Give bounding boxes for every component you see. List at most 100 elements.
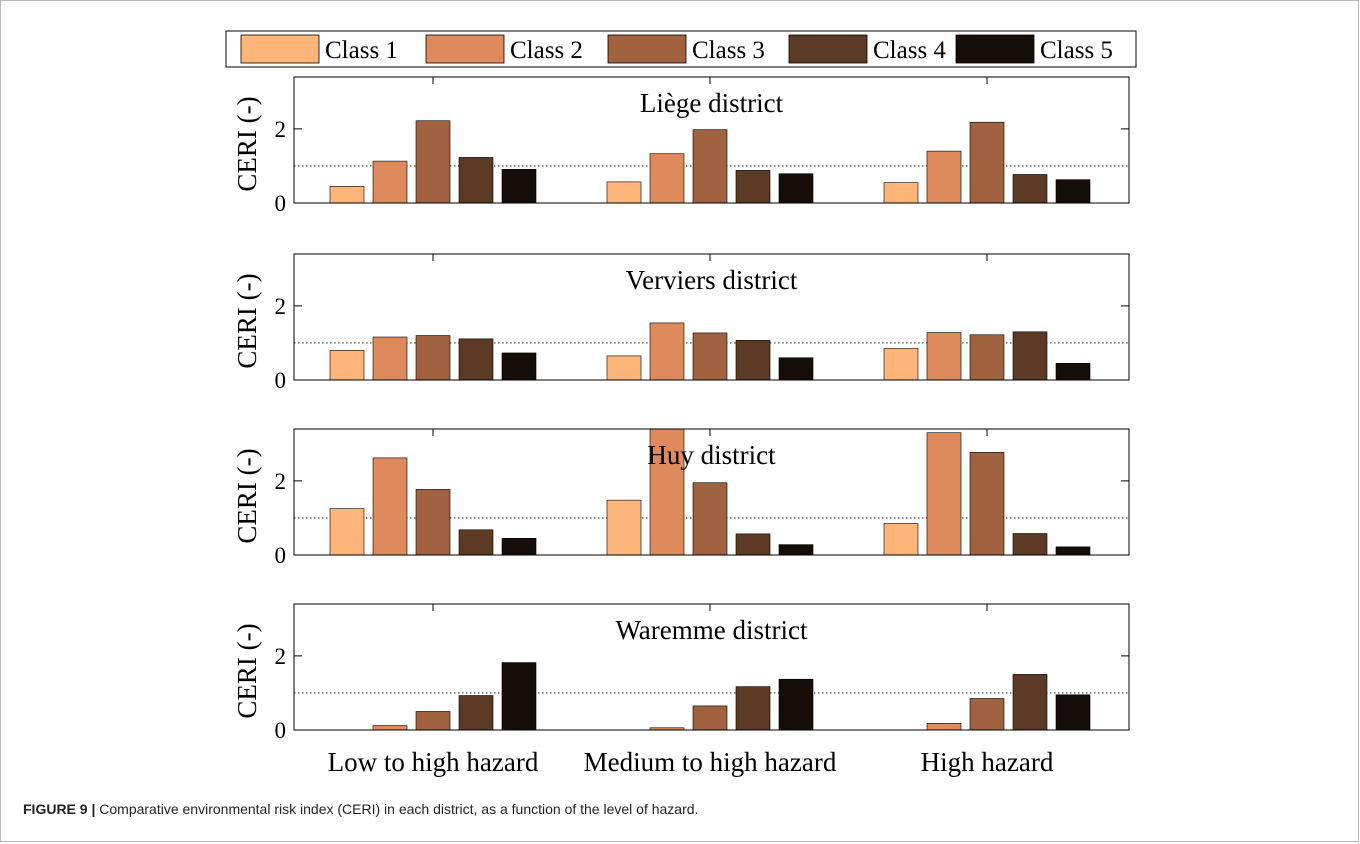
bar-1-class-2 [372, 457, 408, 556]
bar-2-class-2 [649, 428, 685, 556]
legend-swatch-3 [607, 34, 687, 64]
x-category-label-3: High hazard [921, 747, 1054, 777]
bar-1-class-5 [501, 662, 537, 731]
bar-1-class-5 [501, 352, 537, 381]
bar-1-class-3 [415, 335, 451, 381]
bar-3-class-2 [926, 432, 962, 556]
y-axis-label: CERI (-) [232, 623, 262, 718]
bar-3-class-4 [1012, 674, 1048, 731]
bar-3-class-2 [926, 150, 962, 204]
bar-2-class-2 [649, 153, 685, 204]
panels: 0 2 Liège district CERI (-) 0 2 Verviers distr… [232, 76, 1130, 743]
bar-1-class-1 [329, 508, 365, 556]
legend-label-1: Class 1 [325, 37, 398, 64]
bar-3-class-4 [1012, 174, 1048, 204]
legend-label-3: Class 3 [692, 37, 765, 64]
bar-3-class-5 [1055, 179, 1091, 204]
panel-title: Verviers district [626, 265, 798, 295]
bar-3-class-1 [883, 523, 919, 556]
legend-swatch-5 [955, 34, 1035, 64]
bar-1-class-3 [415, 120, 451, 204]
bar-1-class-2 [372, 160, 408, 204]
panel-title: Huy district [647, 440, 776, 470]
bar-3-class-4 [1012, 533, 1048, 556]
y-axis-label: CERI (-) [232, 273, 262, 368]
y-tick-label-2: 2 [275, 644, 287, 669]
bar-3-class-4 [1012, 331, 1048, 381]
y-axis-label: CERI (-) [232, 448, 262, 543]
y-tick-label-2: 2 [275, 294, 287, 319]
bar-1-class-5 [501, 168, 537, 204]
y-tick-label-0: 0 [275, 191, 287, 216]
bar-2-class-1 [606, 181, 642, 204]
panel-title: Waremme district [615, 615, 808, 645]
x-axis-labels: Low to high hazard Medium to high hazard H… [328, 747, 1054, 777]
bar-1-class-3 [415, 711, 451, 731]
bar-3-class-1 [883, 182, 919, 204]
panel-title: Liège district [640, 88, 784, 118]
bar-2-class-2 [649, 322, 685, 381]
panel-2: 0 2 Verviers district CERI (-) [232, 253, 1130, 393]
bar-3-class-3 [969, 452, 1005, 556]
bar-1-class-5 [501, 538, 537, 556]
bar-2-class-4 [735, 340, 771, 381]
legend-swatch-1 [240, 34, 320, 64]
y-tick-label-2: 2 [275, 469, 287, 494]
panel-1: 0 2 Liège district CERI (-) [232, 76, 1130, 216]
bar-1-class-2 [372, 725, 408, 731]
axes-border [293, 76, 1130, 204]
axes-border [293, 428, 1130, 556]
y-tick-label-2: 2 [275, 117, 287, 142]
bar-2-class-1 [606, 355, 642, 381]
bar-2-class-5 [778, 544, 814, 556]
legend-label-5: Class 5 [1040, 37, 1113, 64]
bar-3-class-1 [883, 348, 919, 381]
bar-2-class-4 [735, 686, 771, 731]
figure-caption: FIGURE 9 | Comparative environmental ris… [23, 801, 1343, 817]
bar-2-class-3 [692, 482, 728, 556]
legend-swatch-2 [425, 34, 505, 64]
bar-3-class-3 [969, 698, 1005, 731]
legend-swatch-4 [788, 34, 868, 64]
bar-2-class-3 [692, 705, 728, 731]
caption-label: FIGURE 9 | [23, 801, 96, 817]
panel-4: 0 2 Waremme district CERI (-) [232, 603, 1130, 743]
y-axis-label: CERI (-) [232, 96, 262, 191]
bar-2-class-4 [735, 170, 771, 204]
bar-1-class-4 [458, 157, 494, 204]
bar-2-class-5 [778, 357, 814, 381]
bar-3-class-5 [1055, 546, 1091, 556]
bar-3-class-5 [1055, 363, 1091, 381]
x-category-label-2: Medium to high hazard [584, 747, 837, 777]
bar-1-class-1 [329, 350, 365, 381]
bar-1-class-4 [458, 529, 494, 556]
bar-2-class-3 [692, 332, 728, 381]
y-tick-label-0: 0 [275, 718, 287, 743]
legend-label-2: Class 2 [510, 37, 583, 64]
legend-label-4: Class 4 [873, 37, 946, 64]
bar-3-class-2 [926, 723, 962, 731]
bar-3-class-3 [969, 121, 1005, 204]
bar-2-class-1 [606, 499, 642, 556]
y-tick-label-0: 0 [275, 368, 287, 393]
axes-border [293, 253, 1130, 381]
bar-3-class-3 [969, 334, 1005, 381]
x-category-label-1: Low to high hazard [328, 747, 539, 777]
bar-1-class-1 [329, 186, 365, 204]
bar-2-class-4 [735, 533, 771, 556]
bar-2-class-5 [778, 678, 814, 731]
bar-2-class-5 [778, 173, 814, 204]
legend: Class 1 Class 2 Class 3 Class 4 Class 5 [225, 30, 1137, 68]
bar-1-class-4 [458, 695, 494, 731]
bar-1-class-3 [415, 489, 451, 556]
axes-border [293, 603, 1130, 731]
bar-1-class-4 [458, 338, 494, 381]
panel-3: 0 2 Huy district CERI (-) [232, 428, 1130, 568]
caption-text: Comparative environmental risk index (CE… [99, 801, 699, 817]
bar-3-class-2 [926, 332, 962, 381]
bar-1-class-2 [372, 336, 408, 381]
bar-2-class-3 [692, 129, 728, 204]
bar-3-class-5 [1055, 694, 1091, 731]
